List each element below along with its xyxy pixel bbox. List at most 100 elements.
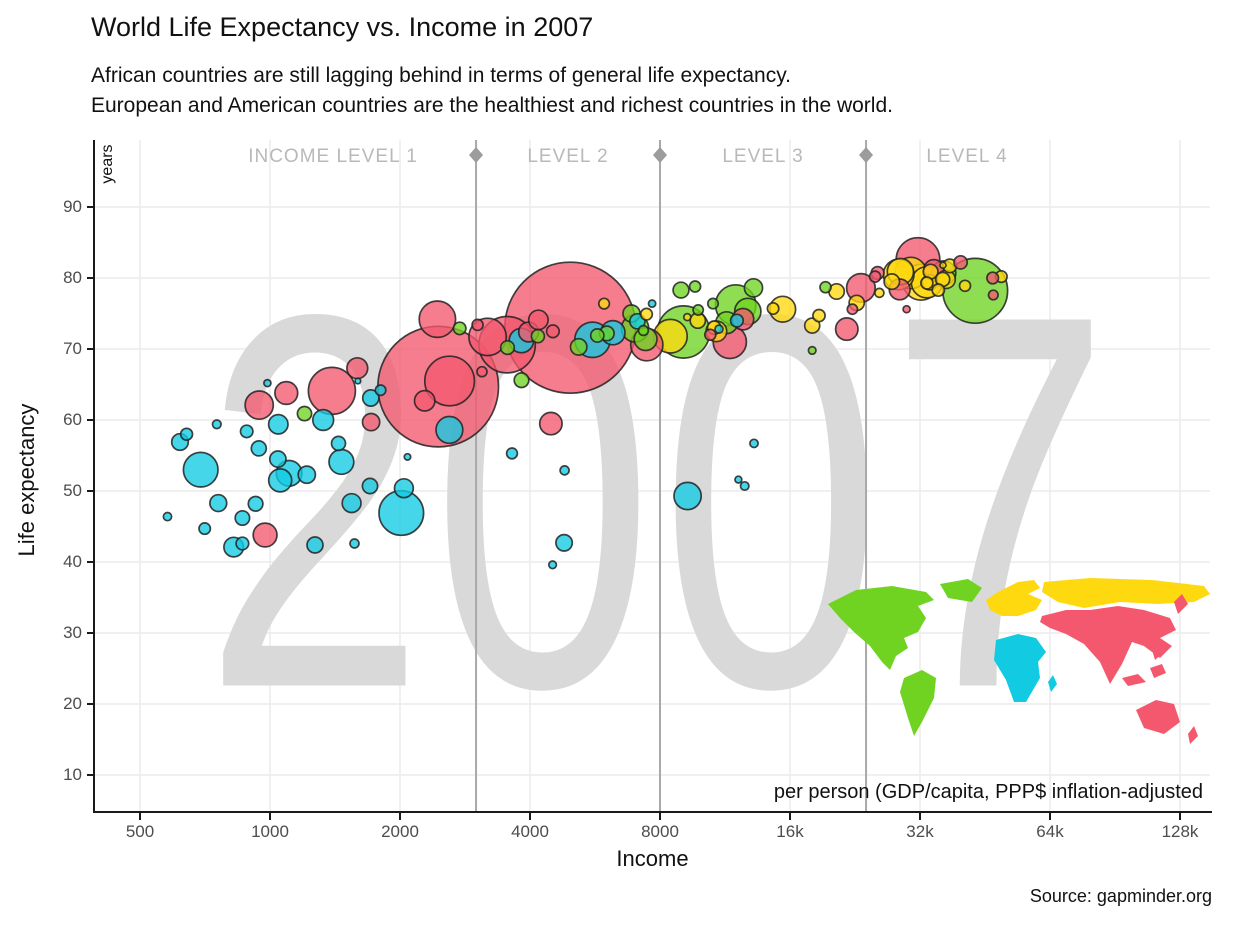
bubble-korea-dem-rep-: [346, 356, 369, 380]
bubble-south-africa: [673, 481, 703, 511]
x-tick-label: 64k: [1036, 822, 1064, 841]
map-south-america: [900, 670, 936, 736]
y-tick-mark: [87, 774, 95, 776]
bubble-chad: [361, 477, 379, 495]
bubble-greece: [883, 273, 901, 291]
bubble-pakistan: [423, 355, 476, 407]
bubble-cote-d-ivoire: [341, 492, 362, 514]
bubble-bahrain: [902, 304, 911, 314]
y-tick-mark: [87, 561, 95, 563]
bubble-saudi-arabia: [834, 317, 859, 342]
bubble-guinea-bissau: [162, 511, 173, 522]
x-axis-line: [93, 811, 1212, 813]
bubble-zambia: [306, 536, 324, 554]
x-tick-label: 4000: [511, 822, 549, 841]
bubble-congo-rep-: [505, 447, 519, 460]
map-greenland: [940, 579, 982, 602]
x-tick-mark: [919, 812, 921, 820]
y-tick-label: 60: [63, 410, 82, 429]
bubble-iceland: [939, 261, 947, 270]
bubble-ireland: [958, 279, 972, 293]
source-credit: Source: gapminder.org: [1029, 886, 1212, 906]
y-tick-label: 80: [63, 268, 82, 287]
y-tick-mark: [87, 703, 95, 705]
bubble-guatemala: [569, 337, 588, 356]
income-level-boundaries: [469, 140, 874, 812]
bubbles-layer: [162, 236, 1009, 570]
bubble-ghana: [311, 408, 335, 432]
bubble-equatorial-guinea: [734, 475, 743, 484]
map-japan: [1174, 594, 1188, 614]
bubble-kenya: [328, 448, 355, 476]
bubble-mongolia: [476, 365, 488, 378]
bubble-madagascar: [267, 413, 289, 435]
x-tick-label: 500: [125, 822, 155, 841]
x-tick-label: 128k: [1161, 822, 1199, 841]
income-level-label: LEVEL 2: [527, 146, 608, 167]
x-tick-label: 2000: [381, 822, 419, 841]
x-tick-mark: [139, 812, 141, 820]
bubble-malawi: [209, 493, 228, 513]
bubble-el-salvador: [589, 328, 605, 343]
y-tick-mark: [87, 277, 95, 279]
y-tick-mark: [87, 419, 95, 421]
bubble-burkina-faso: [297, 465, 317, 485]
bubble-benin: [330, 435, 347, 452]
bubble-oman: [846, 303, 859, 316]
bubble-afghanistan: [252, 522, 278, 548]
gridlines: [95, 140, 1210, 812]
bubble-singapore: [986, 271, 1000, 285]
income-boundary-diamond-icon: [469, 147, 484, 163]
map-europe: [986, 580, 1042, 616]
bubble-reunion: [647, 299, 657, 309]
bubble-puerto-rico: [819, 280, 832, 294]
bubble-gambia: [211, 419, 222, 430]
x-tick-mark: [399, 812, 401, 820]
bubble-new-zealand: [868, 270, 882, 283]
bubble-bosnia-and-herzegovina: [639, 307, 654, 321]
map-new-zealand: [1188, 726, 1198, 744]
bubble-lesotho: [349, 538, 360, 549]
income-level-label: INCOME LEVEL 1: [248, 146, 418, 167]
y-tick-label: 30: [63, 623, 82, 642]
y-tick-label: 50: [63, 481, 82, 500]
x-tick-label: 16k: [776, 822, 804, 841]
bubble-bolivia: [513, 372, 530, 389]
map-north-america: [828, 586, 934, 670]
map-australia: [1136, 700, 1180, 734]
x-tick-label: 32k: [906, 822, 934, 841]
world-map-inset: [828, 578, 1210, 744]
y-tick-label: 70: [63, 339, 82, 358]
bubble-lebanon: [703, 328, 717, 342]
bubble-sierra-leone: [235, 536, 250, 551]
income-unit-note: per person (GDP/capita, PPP$ inflation-a…: [774, 781, 1203, 803]
bubble-botswana: [739, 480, 750, 492]
bubble-montenegro: [682, 312, 692, 322]
bubble-mauritius: [714, 324, 724, 334]
y-tick-mark: [87, 348, 95, 350]
y-tick-mark: [87, 490, 95, 492]
bubble-costa-rica: [688, 280, 702, 293]
bubble-trinidad-and-tobago: [807, 345, 817, 356]
y-axis-line: [93, 140, 95, 813]
bubble-djibouti: [403, 452, 412, 461]
y-tick-mark: [87, 632, 95, 634]
bubble-kuwait: [987, 289, 999, 301]
x-tick-label: 8000: [641, 822, 679, 841]
x-tick-mark: [269, 812, 271, 820]
bubble-vietnam: [418, 300, 457, 339]
bubble-denmark: [931, 283, 946, 298]
bubble-comoros: [263, 378, 272, 388]
subtitle-line-1: African countries are still lagging behi…: [91, 64, 791, 87]
bubble-namibia: [559, 465, 570, 476]
bubble-senegal: [361, 389, 380, 407]
income-level-label: LEVEL 3: [722, 146, 803, 167]
y-tick-label: 40: [63, 552, 82, 571]
x-tick-mark: [1049, 812, 1051, 820]
y-tick-label: 90: [63, 197, 82, 216]
map-madagascar: [1048, 675, 1057, 692]
